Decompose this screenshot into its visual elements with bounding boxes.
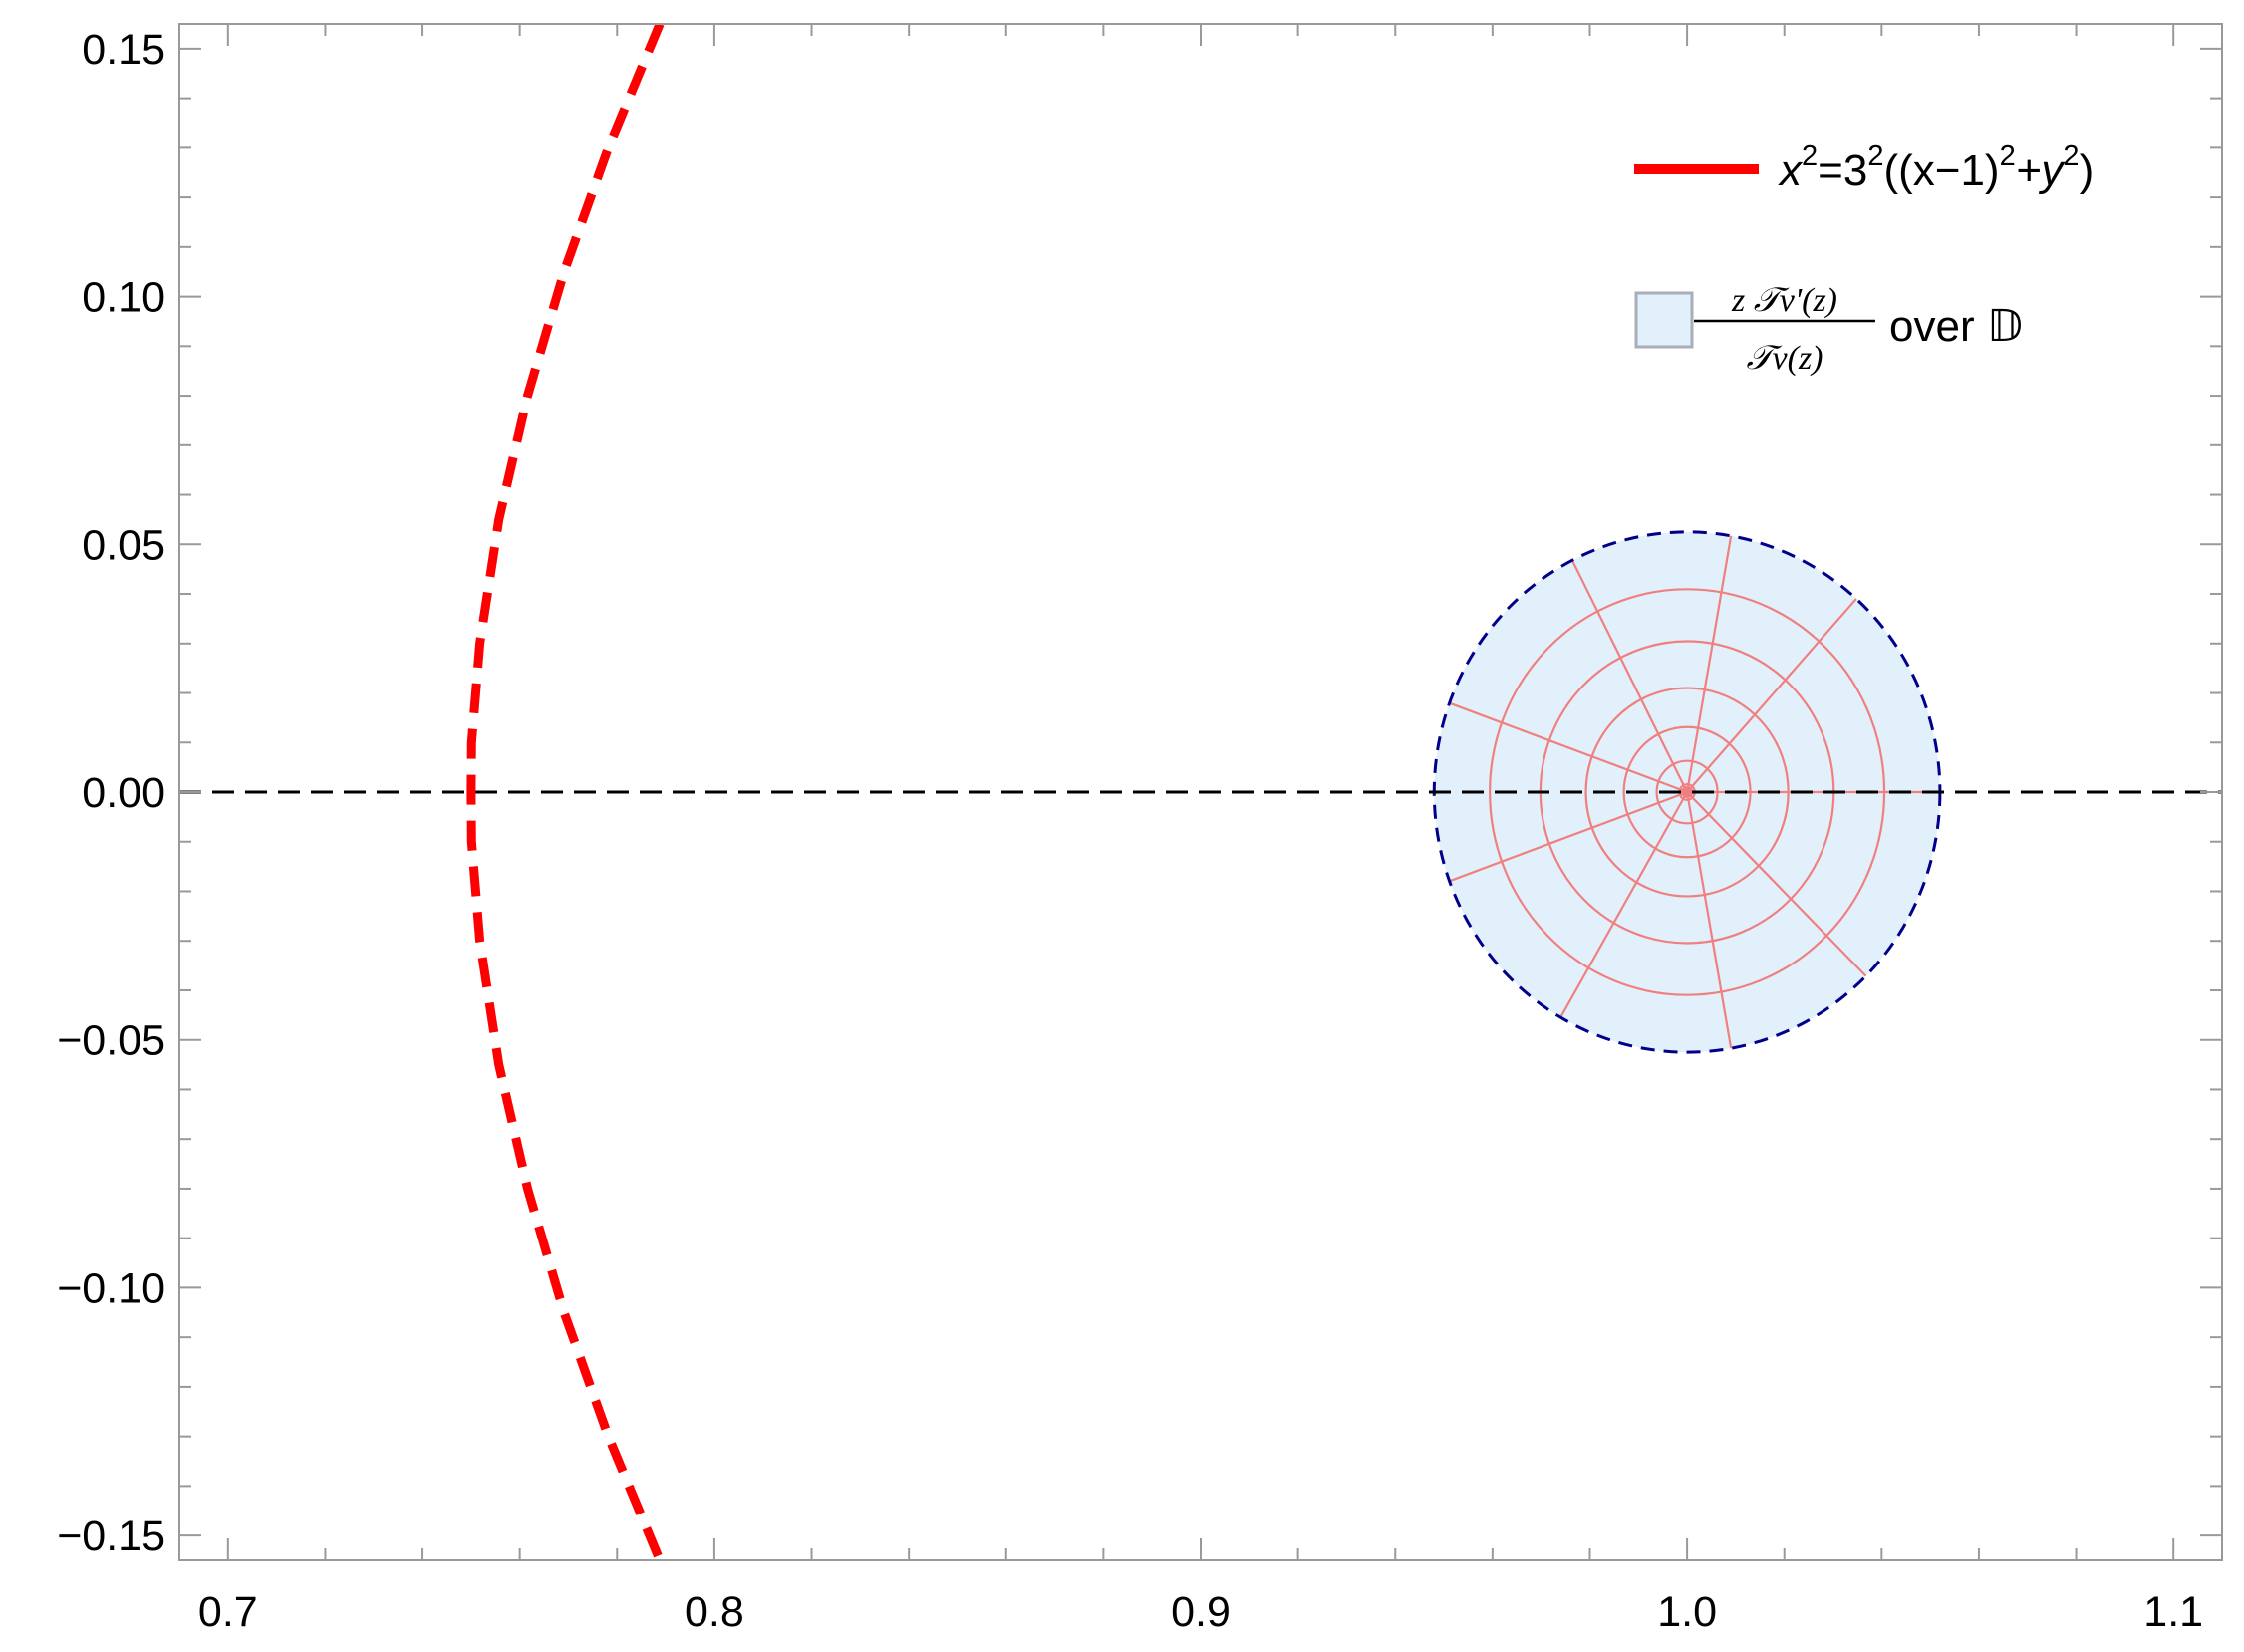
legend-numerator-text: z 𝒯ν'(z) — [1731, 282, 1837, 319]
legend-line-sup4: 2 — [2063, 140, 2079, 172]
x-tick-label: 0.7 — [198, 1588, 258, 1636]
legend-line-sup2: 2 — [1867, 140, 1883, 172]
legend-line-close: ) — [2080, 146, 2095, 195]
axis-tick-labels: 0.7 0.8 0.9 1.0 1.1 0.15 0.10 0.05 0.00 −0.05 −0.1… — [57, 26, 2203, 1636]
legend-line-sup1: 2 — [1802, 140, 1818, 172]
legend-area-denominator: 𝒯ν(z) — [1746, 340, 1823, 377]
legend-line-eq: =3 — [1818, 146, 1867, 195]
legend-area-numerator: z 𝒯ν'(z) — [1731, 282, 1837, 319]
y-tick-label: 0.10 — [82, 274, 165, 322]
y-tick-label: −0.15 — [57, 1513, 165, 1560]
legend-line-x: x — [1778, 146, 1804, 195]
boundary-curve — [466, 24, 665, 1560]
x-tick-label: 1.0 — [1657, 1588, 1717, 1636]
y-tick-label: −0.05 — [57, 1017, 165, 1065]
y-tick-label: 0.05 — [82, 521, 165, 569]
mesh-spoke-8 — [1570, 559, 1689, 793]
mesh-spoke-5 — [1559, 791, 1689, 1018]
legend-line-sup3: 2 — [2000, 140, 2016, 172]
y-tick-label: 0.15 — [82, 26, 165, 74]
mesh-spoke-7 — [1449, 701, 1688, 794]
y-tick-label: 0.00 — [82, 769, 165, 817]
legend-line-plus-y: +y — [2016, 146, 2067, 195]
mesh-spoke-0 — [1686, 535, 1733, 793]
mesh-spoke-1 — [1686, 598, 1857, 793]
boundary-curve-layer — [466, 24, 665, 1560]
legend-line-label: x2=32((x−1)2+y2) — [1778, 140, 2094, 195]
x-tick-label: 0.8 — [685, 1588, 744, 1636]
mesh-spoke-6 — [1449, 790, 1688, 883]
legend: x2=32((x−1)2+y2) z 𝒯ν'(z) 𝒯ν(z) over 𝔻 — [1634, 140, 2094, 377]
legend-line-paren: ((x−1) — [1883, 146, 1999, 195]
y-tick-label: −0.10 — [57, 1264, 165, 1312]
legend-area-swatch — [1634, 291, 1694, 349]
mesh-spoke-3 — [1686, 791, 1867, 977]
axis-ticks — [179, 24, 2222, 1560]
mesh-spoke-4 — [1686, 791, 1733, 1049]
x-tick-label: 1.1 — [2143, 1588, 2203, 1636]
mesh-center — [1681, 786, 1694, 798]
x-tick-label: 0.9 — [1171, 1588, 1231, 1636]
legend-area-suffix: over 𝔻 — [1889, 302, 2023, 351]
image-region — [1432, 530, 1942, 1054]
